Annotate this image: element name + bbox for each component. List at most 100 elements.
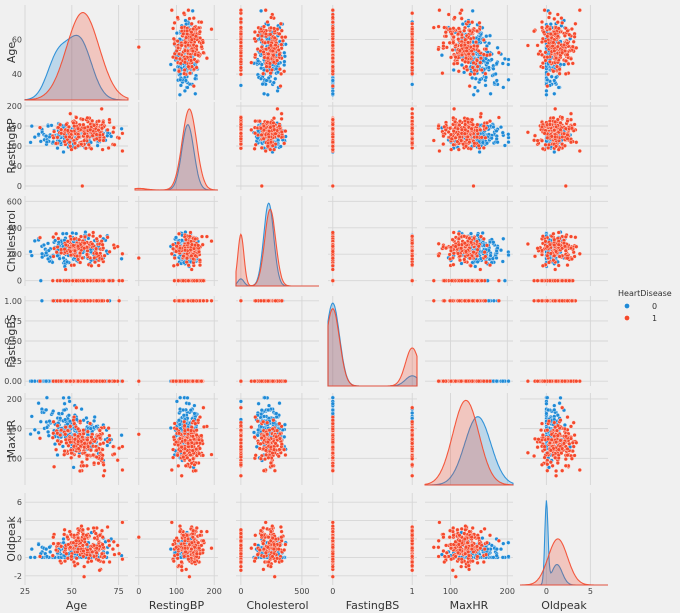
scatter-point-class-0 — [185, 85, 190, 90]
scatter-point-class-1 — [92, 255, 97, 260]
scatter-point-class-1 — [191, 16, 196, 21]
scatter-point-class-0 — [282, 62, 287, 68]
scatter-point-class-1 — [559, 16, 564, 21]
scatter-point-class-0 — [500, 61, 505, 66]
panel-age-vs-age — [24, 5, 129, 101]
scatter-point-class-1 — [330, 36, 335, 41]
scatter-point-class-1 — [410, 42, 415, 48]
scatter-point-class-1 — [263, 8, 268, 13]
scatter-point-class-1 — [271, 116, 277, 121]
scatter-point-class-1 — [199, 20, 204, 25]
scatter-point-class-1 — [169, 8, 174, 13]
scatter-point-class-1 — [196, 249, 202, 254]
scatter-point-class-1 — [172, 20, 177, 25]
scatter-point-class-0 — [36, 132, 41, 137]
scatter-point-class-1 — [238, 20, 243, 25]
scatter-point-class-1 — [186, 8, 191, 13]
scatter-point-class-1 — [481, 37, 486, 43]
scatter-point-class-1 — [268, 147, 273, 152]
scatter-point-class-0 — [45, 241, 51, 246]
scatter-point-class-0 — [173, 235, 179, 240]
scatter-point-class-1 — [238, 44, 243, 49]
scatter-point-class-1 — [58, 278, 63, 283]
panel-age-vs-fastingbs — [328, 5, 417, 100]
scatter-point-class-0 — [561, 62, 567, 67]
scatter-point-class-1 — [558, 120, 563, 125]
scatter-point-class-1 — [462, 28, 467, 33]
scatter-point-class-1 — [449, 31, 454, 36]
scatter-point-class-1 — [65, 128, 70, 133]
scatter-point-class-1 — [265, 68, 270, 73]
scatter-point-class-1 — [463, 37, 468, 42]
scatter-point-class-1 — [59, 131, 64, 136]
scatter-point-class-1 — [471, 183, 476, 189]
scatter-point-class-0 — [501, 85, 506, 90]
scatter-point-class-1 — [258, 26, 263, 32]
scatter-point-class-1 — [279, 116, 284, 121]
scatter-point-class-1 — [556, 147, 561, 152]
scatter-point-class-1 — [463, 59, 468, 64]
scatter-point-class-1 — [272, 147, 277, 152]
scatter-point-class-1 — [451, 115, 456, 120]
scatter-point-class-0 — [190, 8, 195, 13]
scatter-point-class-1 — [177, 56, 183, 61]
scatter-point-class-1 — [330, 26, 335, 31]
scatter-point-class-0 — [184, 22, 189, 27]
scatter-point-class-1 — [62, 247, 67, 252]
scatter-point-class-1 — [182, 48, 188, 53]
scatter-point-class-1 — [448, 126, 453, 131]
scatter-point-class-1 — [94, 236, 99, 241]
scatter-point-class-1 — [204, 56, 209, 61]
scatter-point-class-1 — [478, 56, 484, 61]
scatter-point-class-1 — [268, 140, 274, 145]
scatter-point-class-1 — [63, 134, 68, 139]
scatter-point-class-0 — [70, 230, 75, 236]
scatter-point-class-1 — [37, 125, 43, 130]
scatter-point-class-0 — [258, 76, 264, 81]
scatter-point-class-1 — [543, 142, 548, 147]
scatter-point-class-1 — [448, 55, 454, 60]
scatter-point-class-1 — [571, 39, 576, 44]
scatter-point-class-0 — [109, 134, 114, 139]
scatter-point-class-1 — [87, 232, 92, 238]
scatter-point-class-1 — [463, 56, 469, 61]
scatter-point-class-1 — [453, 135, 458, 140]
scatter-point-class-1 — [470, 117, 475, 122]
scatter-point-class-0 — [177, 92, 182, 97]
scatter-point-class-1 — [555, 117, 560, 122]
scatter-point-class-1 — [174, 48, 179, 54]
scatter-point-class-1 — [532, 138, 537, 143]
scatter-point-class-1 — [449, 147, 454, 152]
scatter-point-class-0 — [472, 85, 478, 90]
scatter-point-class-1 — [451, 40, 456, 45]
scatter-point-class-1 — [120, 251, 125, 256]
scatter-point-class-1 — [52, 246, 57, 251]
scatter-point-class-1 — [476, 48, 481, 54]
scatter-point-class-1 — [172, 278, 177, 283]
scatter-point-class-1 — [102, 253, 107, 258]
scatter-point-class-1 — [179, 43, 184, 48]
scatter-point-class-1 — [105, 127, 110, 132]
scatter-point-class-1 — [174, 56, 179, 61]
scatter-point-class-1 — [82, 246, 87, 251]
scatter-point-class-0 — [470, 8, 475, 13]
scatter-point-class-1 — [478, 114, 483, 119]
scatter-point-class-0 — [38, 278, 43, 283]
scatter-point-class-1 — [277, 67, 282, 72]
scatter-point-class-0 — [494, 78, 499, 83]
scatter-point-class-1 — [551, 69, 556, 74]
scatter-point-class-1 — [112, 142, 117, 147]
scatter-point-class-1 — [182, 67, 187, 73]
scatter-point-class-0 — [74, 231, 79, 236]
scatter-point-class-1 — [574, 45, 579, 50]
scatter-point-class-1 — [197, 258, 202, 263]
kde-curve-class-1 — [24, 12, 129, 101]
scatter-point-class-1 — [431, 138, 436, 143]
panel-cholesterol-vs-age — [24, 196, 128, 286]
scatter-point-class-0 — [483, 75, 489, 80]
scatter-point-class-1 — [259, 183, 264, 189]
scatter-point-class-1 — [549, 134, 554, 139]
scatter-point-class-0 — [495, 45, 500, 50]
scatter-point-class-1 — [72, 236, 77, 241]
scatter-point-class-1 — [77, 237, 82, 242]
